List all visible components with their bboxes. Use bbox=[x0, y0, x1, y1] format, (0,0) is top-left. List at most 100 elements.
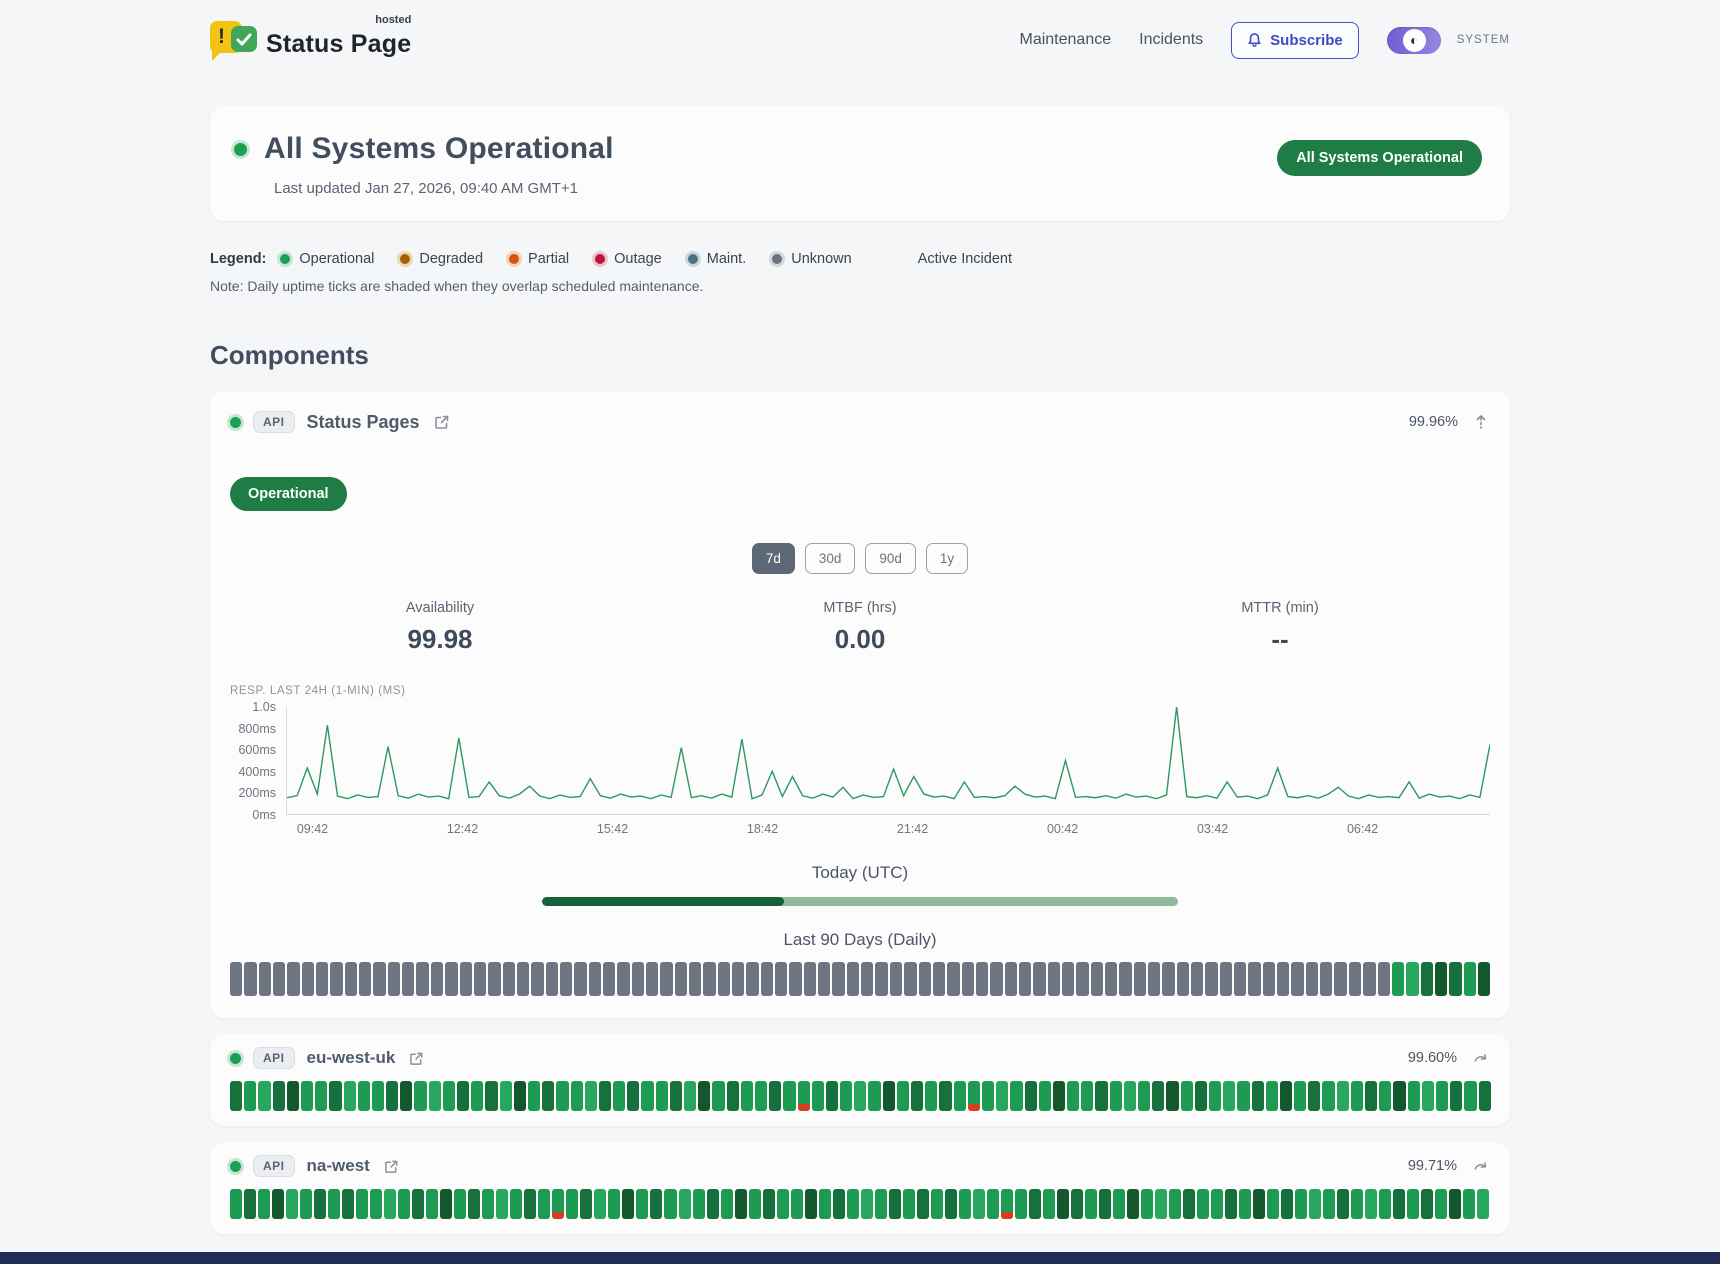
chart-x-axis: 09:42 12:42 15:42 18:42 21:42 00:42 03:42 06:42 bbox=[286, 815, 1490, 839]
uptime-tick bbox=[789, 962, 802, 996]
uptime-tick bbox=[1305, 962, 1319, 996]
nav-incidents[interactable]: Incidents bbox=[1139, 31, 1204, 48]
uptime-tick bbox=[416, 962, 429, 996]
uptime-tick bbox=[783, 1081, 796, 1111]
legend-dot bbox=[595, 254, 606, 264]
uptime-tick bbox=[698, 1081, 711, 1111]
uptime-tick bbox=[703, 962, 716, 996]
brand-superscript: hosted bbox=[375, 14, 412, 26]
x-tick-label: 15:42 bbox=[596, 822, 629, 836]
brand-logo[interactable]: ! hosted Status Page bbox=[210, 14, 412, 62]
range-button-90d[interactable]: 90d bbox=[865, 543, 916, 574]
uptime-tick bbox=[1090, 962, 1103, 996]
uptime-tick bbox=[1056, 1189, 1069, 1219]
uptime-tick bbox=[832, 962, 845, 996]
uptime-tick bbox=[684, 1081, 697, 1111]
uptime-tick bbox=[860, 1189, 873, 1219]
legend-item-operational: Operational bbox=[280, 251, 374, 267]
uptime-tick bbox=[473, 962, 487, 996]
uptime-tick bbox=[1420, 962, 1433, 996]
uptime-tick bbox=[818, 1189, 831, 1219]
uptime-tick bbox=[454, 1189, 467, 1219]
today-progress-bar bbox=[541, 897, 1179, 906]
bell-icon bbox=[1248, 33, 1261, 47]
uptime-tick bbox=[1421, 1189, 1434, 1219]
uptime-tick bbox=[387, 962, 401, 996]
stat-availability: Availability 99.98 bbox=[405, 600, 475, 654]
uptime-tick bbox=[840, 1081, 853, 1111]
legend-items: Operational Degraded Partial Outage Maint. Un… bbox=[280, 251, 863, 267]
uptime-tick bbox=[384, 1189, 397, 1219]
uptime-tick bbox=[428, 1081, 441, 1111]
theme-mode-label: SYSTEM bbox=[1456, 34, 1510, 46]
uptime-tick bbox=[1407, 1189, 1420, 1219]
uptime-tick bbox=[400, 1081, 413, 1111]
stat-mttr: MTTR (min) -- bbox=[1241, 600, 1319, 654]
uptime-tick bbox=[1248, 962, 1261, 996]
stat-mtbf: MTBF (hrs) 0.00 bbox=[823, 600, 897, 654]
uptime-tick bbox=[1010, 1081, 1023, 1111]
uptime-tick bbox=[990, 962, 1003, 996]
external-link-icon[interactable] bbox=[407, 1049, 426, 1068]
legend-item-unknown: Unknown bbox=[772, 251, 852, 267]
uptime-tick bbox=[1155, 1189, 1168, 1219]
uptime-tick bbox=[1267, 1189, 1280, 1219]
uptime-tick bbox=[316, 962, 329, 996]
uptime-tick bbox=[230, 1189, 243, 1219]
uptime-tick bbox=[1219, 962, 1233, 996]
uptime-tick bbox=[932, 962, 946, 996]
uptime-tick bbox=[1262, 962, 1276, 996]
subscribe-label: Subscribe bbox=[1270, 31, 1343, 49]
expand-arrow-icon[interactable] bbox=[1471, 1157, 1490, 1175]
daily-uptime-ticks bbox=[230, 962, 1491, 996]
uptime-tick bbox=[1435, 1189, 1448, 1219]
nav-maintenance[interactable]: Maintenance bbox=[1019, 31, 1112, 48]
uptime-tick bbox=[1104, 962, 1118, 996]
expand-arrow-icon[interactable] bbox=[1471, 1049, 1490, 1067]
range-button-7d[interactable]: 7d bbox=[751, 543, 795, 574]
uptime-tick bbox=[1038, 1081, 1051, 1111]
external-link-icon[interactable] bbox=[432, 412, 452, 432]
uptime-tick bbox=[559, 962, 573, 996]
uptime-tick bbox=[760, 962, 774, 996]
uptime-tick bbox=[1061, 962, 1075, 996]
brand-name: Status Page bbox=[266, 30, 412, 58]
uptime-tick bbox=[996, 1081, 1009, 1111]
uptime-tick bbox=[1028, 1189, 1041, 1219]
uptime-tick bbox=[854, 1081, 867, 1111]
uptime-tick bbox=[622, 1189, 635, 1219]
theme-toggle[interactable]: ◐ bbox=[1386, 26, 1441, 54]
uptime-tick bbox=[896, 1081, 909, 1111]
uptime-tick bbox=[1393, 1189, 1406, 1219]
uptime-tick bbox=[1334, 962, 1347, 996]
uptime-tick bbox=[1336, 1081, 1349, 1111]
uptime-tick bbox=[669, 1081, 682, 1111]
uptime-tick bbox=[678, 1189, 691, 1219]
uptime-tick bbox=[1407, 1081, 1420, 1111]
uptime-tick bbox=[650, 1189, 663, 1219]
uptime-tick bbox=[1169, 1189, 1182, 1219]
x-tick-label: 06:42 bbox=[1346, 822, 1379, 836]
uptime-tick bbox=[1018, 962, 1032, 996]
uptime-tick bbox=[1463, 962, 1476, 996]
range-button-30d[interactable]: 30d bbox=[804, 543, 856, 574]
uptime-tick bbox=[1152, 1081, 1165, 1111]
component-name: Status Pages bbox=[306, 411, 420, 432]
uptime-tick bbox=[1109, 1081, 1122, 1111]
uptime-tick bbox=[790, 1189, 803, 1219]
external-link-icon[interactable] bbox=[382, 1157, 401, 1176]
chart-title: RESP. LAST 24H (1-MIN) (MS) bbox=[230, 685, 406, 697]
range-button-1y[interactable]: 1y bbox=[925, 543, 969, 574]
uptime-tick bbox=[1391, 962, 1405, 996]
uptime-tick bbox=[811, 1081, 824, 1111]
overall-status-left: All Systems Operational Last updated Jan… bbox=[234, 132, 614, 197]
uptime-tick bbox=[1223, 1081, 1236, 1111]
uptime-tick bbox=[1449, 962, 1462, 996]
subscribe-button[interactable]: Subscribe bbox=[1231, 21, 1359, 59]
uptime-tick bbox=[617, 962, 630, 996]
uptime-tick bbox=[613, 1081, 626, 1111]
uptime-tick bbox=[641, 1081, 654, 1111]
x-tick-label: 00:42 bbox=[1046, 822, 1079, 836]
collapse-arrow-icon[interactable] bbox=[1472, 412, 1490, 432]
uptime-tick bbox=[258, 1081, 271, 1111]
